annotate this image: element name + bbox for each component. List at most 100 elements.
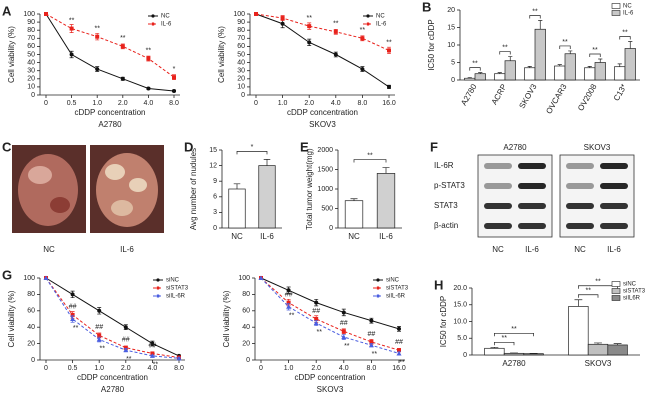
y-tick-label: 70 [27,35,35,42]
x-tick-label: NC [231,232,243,241]
point [368,342,374,348]
y-axis-label: Cell viability (%) [222,290,231,347]
error-bar [613,343,622,345]
photo-tissue [18,154,78,226]
bar [534,28,546,81]
y-tick-label: 40 [237,59,245,66]
y-axis-label: IC50 for cDDP [439,296,448,348]
x-axis-label: cDDP concentration [75,108,146,117]
y-axis-label: Avg number of nudules [189,148,198,230]
blot-row-label: STAT3 [434,201,458,210]
point [70,316,76,321]
series-line [255,13,390,51]
x-tick-label: 0.5 [68,365,78,372]
x-tick-label: 8.0 [358,100,368,107]
x-tick-label: 16.0 [382,100,396,107]
y-tick-label: 30 [237,68,245,75]
blot-band [518,163,546,169]
legend-marker [376,278,380,282]
y-tick-label: 0 [246,357,250,364]
blot-row-label: p-STAT3 [434,181,465,190]
point [120,44,125,49]
point [123,325,128,330]
bar [376,173,396,229]
y-tick-label: 90 [27,19,35,26]
y-tick-label: 0 [451,77,455,84]
significance-bracket [559,45,571,49]
point [97,333,102,338]
x-tick-label: SKOV3 [585,359,612,368]
legend-swatch [611,281,621,287]
significance: ## [69,304,77,311]
panel-letter: D [184,139,193,154]
y-tick-label: 0 [463,352,467,359]
x-tick-label: IL-6 [260,232,274,241]
y-tick-label: 0 [329,225,333,232]
blot-band [484,183,512,189]
error-bar [587,66,592,68]
y-tick-label: 30 [27,68,35,75]
y-tick-label: 0 [31,92,35,99]
y-tick-label: 15 [447,24,455,31]
bar [474,73,486,81]
significance: ** [386,39,392,46]
x-tick-label: 2.0 [121,365,131,372]
legend-swatch [611,3,621,9]
legend-marker [156,294,160,298]
x-tick-label: 2.0 [304,100,314,107]
blot: F A2780 SKOV3 IL-6R p-STAT3 STAT3 β-actin NC… [430,139,635,254]
x-tick-label: 1.0 [94,365,104,372]
point [176,355,182,361]
error-bar [478,72,483,74]
error-bar [574,299,583,307]
photo-tissue [50,197,70,213]
photo-nodule [111,200,133,216]
error-bar [467,77,472,79]
blot-band [600,203,628,209]
legend-label: IL-6 [161,22,172,28]
point [360,67,365,72]
photo-tissue [96,153,158,227]
point [387,48,391,53]
x-tick-label: 0 [44,100,48,107]
x-tick-label: 8.0 [174,365,184,372]
y-tick-label: 0 [31,357,35,364]
significance-bracket [494,341,515,346]
legend-label: NC [623,4,632,10]
x-tick-label: OVCAR3 [544,82,569,115]
significance: ** [316,329,322,336]
legend-marker [151,22,155,26]
legend-label: siSTAT3 [386,286,409,292]
error-bar [538,20,543,30]
point [314,317,319,321]
error-bar [382,167,390,174]
blot-band [484,163,512,169]
y-tick-label: 20 [242,340,250,347]
blot-lane-label: IL-6 [525,245,539,254]
x-tick-label: 8.0 [367,365,377,372]
y-tick-label: 80 [237,27,245,34]
point [69,26,74,31]
point [307,40,312,45]
error-bar [350,198,358,201]
significance: ## [95,324,103,331]
point [96,337,102,342]
significance: ## [149,342,157,349]
significance: ** [502,44,508,51]
y-tick-label: 20.0 [453,285,467,292]
significance-bracket [589,53,601,57]
error-bar [568,50,573,54]
y-tick-label: 80 [27,291,35,298]
bar [554,65,566,81]
x-tick-label: 0.5 [67,100,77,107]
point [397,348,401,353]
bar [607,344,628,356]
photo-tissue [28,166,52,184]
error-bar [508,56,513,61]
legend-label: siIL6R [623,296,641,302]
legend-label: siNC [166,278,180,284]
y-tick-label: 10 [447,42,455,49]
series-line [45,277,180,357]
point [95,34,100,39]
photo-label: IL-6 [120,245,134,254]
